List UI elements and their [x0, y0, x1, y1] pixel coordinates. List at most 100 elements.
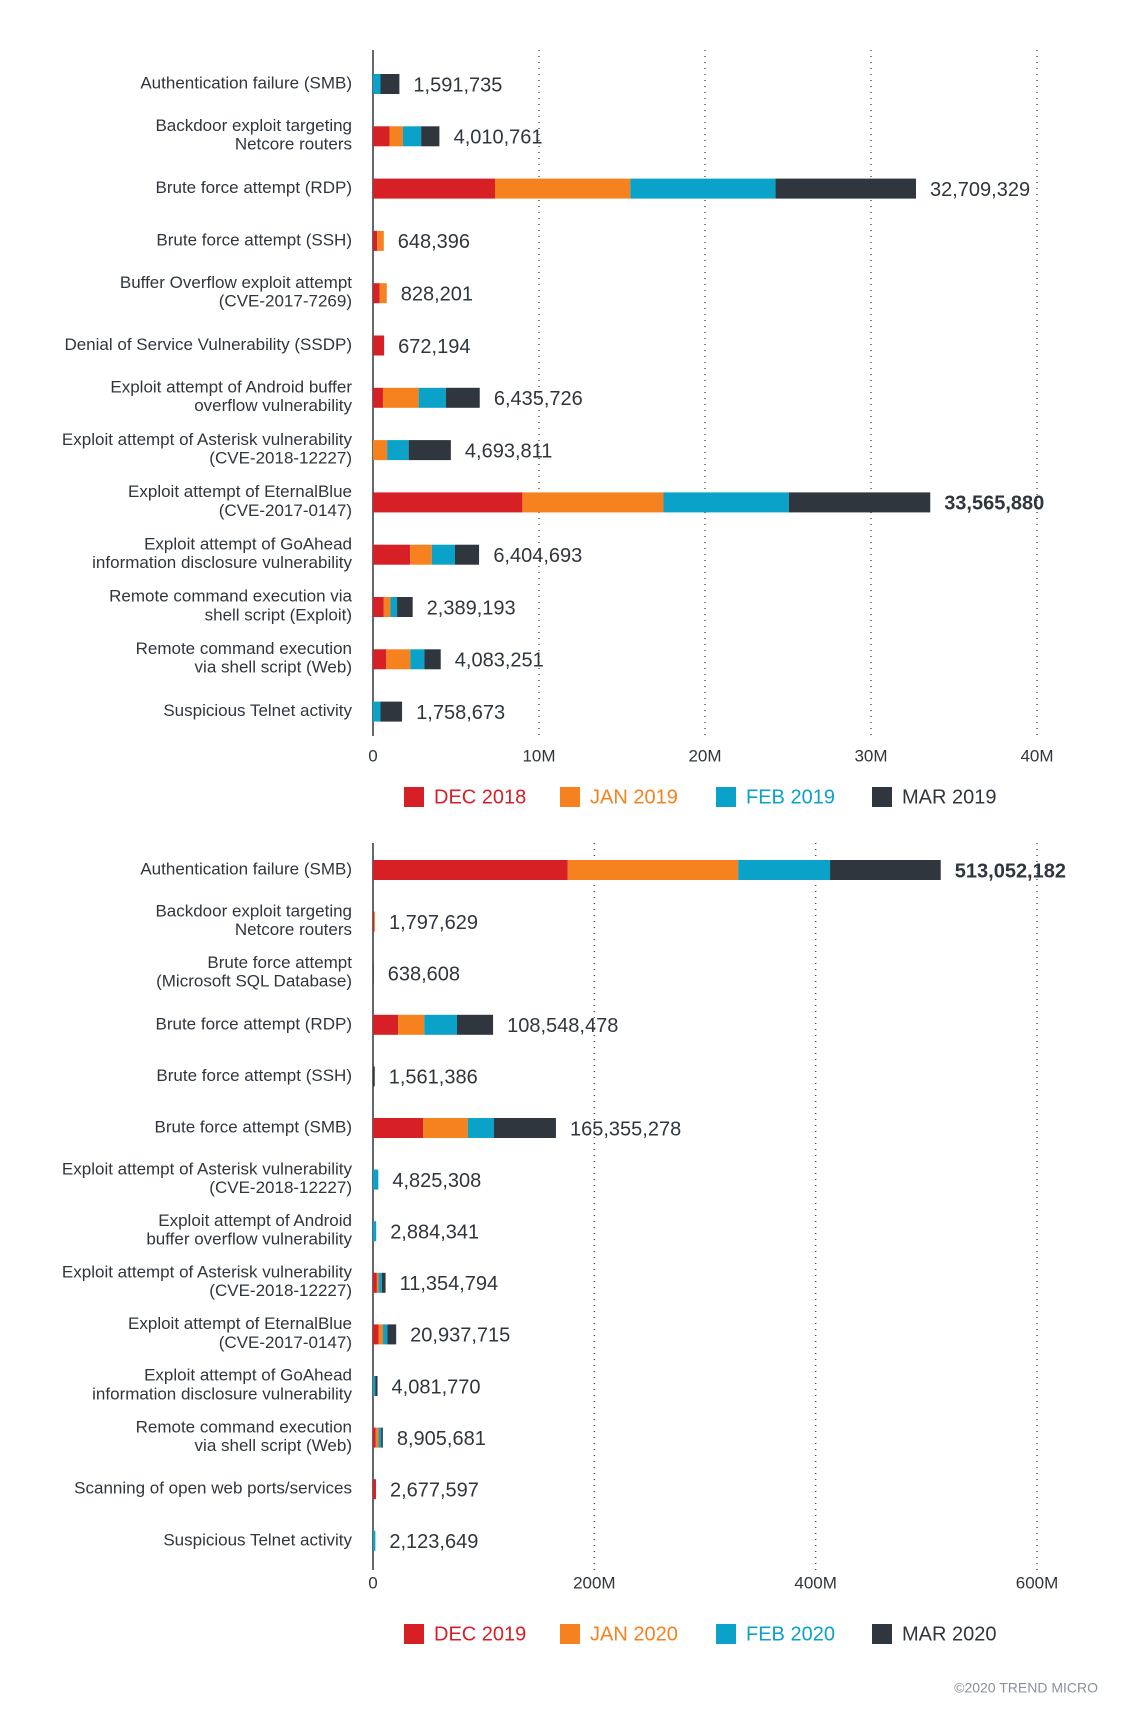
category-label: Remote command execution via shell script… — [136, 639, 352, 677]
bar-segment — [630, 178, 776, 199]
bar-segment — [379, 283, 387, 304]
category-label: Backdoor exploit targeting Netcore router… — [155, 902, 352, 940]
total-label: 2,123,649 — [389, 1531, 478, 1553]
category-label: Brute force attempt (RDP) — [155, 1014, 352, 1033]
total-label: 11,354,794 — [400, 1273, 499, 1295]
bar-segment — [381, 1427, 383, 1448]
category-label: Backdoor exploit targeting Netcore router… — [155, 116, 352, 154]
total-label: 165,355,278 — [570, 1118, 681, 1140]
total-label: 6,404,693 — [493, 545, 582, 567]
category-label: Suspicious Telnet activity — [163, 701, 352, 720]
bar-segment — [373, 860, 568, 880]
x-tick-label: 0 — [368, 746, 377, 765]
bar-segment — [373, 1066, 375, 1087]
total-label: 4,693,811 — [465, 440, 552, 462]
bar-segment — [424, 1014, 457, 1035]
legend-swatch — [872, 787, 892, 807]
bar-segment — [373, 597, 384, 617]
category-label: Exploit attempt of EternalBlue (CVE-2017-… — [128, 1315, 352, 1353]
bar-segment — [373, 283, 380, 304]
bar-segment — [375, 1427, 379, 1448]
bar-segment — [418, 387, 446, 408]
bar-segment — [445, 387, 480, 408]
total-label: 4,825,308 — [392, 1170, 481, 1192]
x-tick-label: 200M — [573, 1573, 616, 1592]
bar-segment — [380, 701, 403, 722]
category-label: Brute force attempt (Microsoft SQL Databa… — [156, 953, 352, 991]
total-label: 108,548,478 — [507, 1015, 618, 1037]
total-label: 33,565,880 — [944, 493, 1044, 515]
bar-segment — [377, 230, 384, 251]
copyright: ©2020 TREND MICRO — [954, 1680, 1098, 1696]
category-label: Brute force attempt (SSH) — [156, 230, 352, 249]
bar-segment — [374, 911, 375, 932]
bar-segment — [397, 597, 413, 617]
bar-segment — [373, 701, 381, 722]
bar-segment — [373, 1530, 376, 1551]
legend-label: JAN 2020 — [590, 1623, 678, 1645]
x-tick-label: 400M — [794, 1573, 837, 1592]
bar-segment — [410, 649, 425, 670]
total-label: 4,083,251 — [455, 650, 544, 672]
bar-segment — [389, 126, 403, 147]
total-label: 8,905,681 — [397, 1428, 486, 1450]
bar-segment — [421, 126, 440, 147]
bar-segment — [373, 1324, 379, 1345]
total-label: 2,677,597 — [390, 1479, 479, 1501]
total-label: 1,591,735 — [413, 74, 502, 96]
legend-label: JAN 2019 — [590, 786, 678, 808]
category-label: Exploit attempt of Android buffer overflo… — [110, 378, 352, 416]
bar-segment — [738, 860, 831, 880]
bar-segment — [567, 860, 739, 880]
legend-label: FEB 2020 — [746, 1623, 835, 1645]
category-label: Exploit attempt of Android buffer overflo… — [146, 1211, 352, 1249]
bar-segment — [467, 1118, 494, 1138]
legend-label: FEB 2019 — [746, 786, 835, 808]
total-label: 4,081,770 — [392, 1376, 481, 1398]
bar-segment — [455, 544, 480, 565]
bar-segment — [373, 1479, 376, 1500]
category-label: Suspicious Telnet activity — [163, 1530, 352, 1549]
legend-swatch — [404, 787, 424, 807]
bar-segment — [373, 1169, 379, 1190]
bar-segment — [373, 911, 375, 932]
legend-label: DEC 2019 — [434, 1623, 526, 1645]
category-label: Buffer Overflow exploit attempt (CVE-2017… — [120, 273, 352, 311]
bar-segment — [390, 597, 398, 617]
bar-segment — [378, 1427, 382, 1448]
bar-segment — [424, 649, 441, 670]
bar-segment — [663, 492, 789, 513]
category-label: Exploit attempt of GoAhead information di… — [92, 535, 352, 573]
x-tick-label: 0 — [368, 1573, 377, 1592]
bar-segment — [383, 597, 391, 617]
bar-segment — [410, 544, 432, 565]
x-tick-label: 10M — [522, 746, 555, 765]
legend-swatch — [560, 1624, 580, 1644]
bar-segment — [373, 544, 411, 565]
x-tick-label: 600M — [1016, 1573, 1059, 1592]
bar-segment — [373, 178, 496, 199]
bar-segment — [373, 1272, 377, 1293]
category-label: Remote command execution via shell script… — [109, 587, 352, 625]
category-label: Denial of Service Vulnerability (SSDP) — [64, 335, 352, 354]
category-label: Remote command execution via shell script… — [136, 1418, 352, 1456]
bar-segment — [373, 230, 378, 251]
legend-swatch — [716, 1624, 736, 1644]
legend-swatch — [872, 1624, 892, 1644]
category-label: Brute force attempt (SMB) — [155, 1117, 352, 1136]
bar-segment — [373, 649, 387, 670]
legend-swatch — [716, 787, 736, 807]
category-label: Brute force attempt (SSH) — [156, 1066, 352, 1085]
x-tick-label: 30M — [854, 746, 887, 765]
bar-segment — [423, 1118, 468, 1138]
bar-segment — [378, 1324, 383, 1345]
legend-swatch — [404, 1624, 424, 1644]
total-label: 513,052,182 — [955, 860, 1066, 882]
bar-segment — [373, 335, 385, 356]
bar-segment — [373, 1014, 399, 1035]
bar-segment — [373, 963, 374, 984]
legend-label: DEC 2018 — [434, 786, 526, 808]
bar-segment — [375, 1376, 378, 1396]
bar-segment — [382, 387, 419, 408]
bar-segment — [788, 492, 931, 513]
